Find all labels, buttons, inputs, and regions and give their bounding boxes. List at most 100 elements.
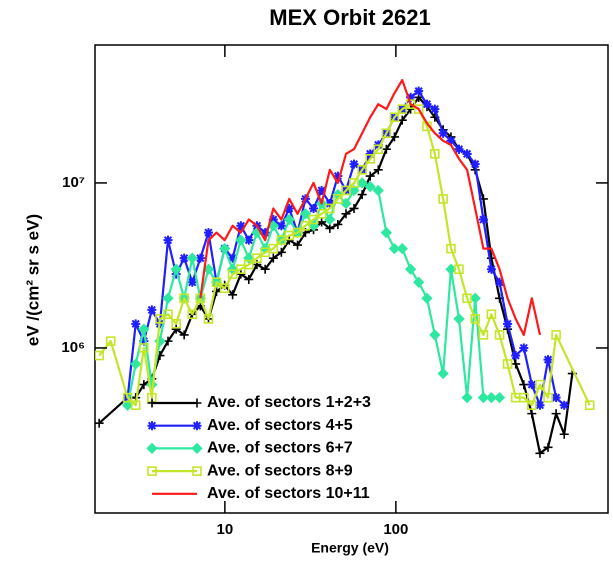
x-tick-label: 10 bbox=[217, 521, 234, 538]
point bbox=[260, 264, 270, 274]
point bbox=[170, 263, 182, 275]
point bbox=[147, 398, 157, 408]
point bbox=[470, 159, 480, 169]
point bbox=[179, 253, 189, 263]
point bbox=[446, 136, 456, 146]
point bbox=[292, 227, 303, 238]
point bbox=[333, 171, 343, 181]
point bbox=[139, 336, 149, 346]
point bbox=[349, 178, 359, 188]
legend-label: Ave. of sectors 1+2+3 bbox=[207, 394, 371, 411]
point bbox=[236, 269, 246, 279]
point bbox=[187, 309, 198, 320]
point bbox=[405, 99, 416, 109]
point bbox=[405, 263, 417, 275]
point bbox=[445, 263, 457, 275]
point bbox=[131, 319, 141, 329]
point bbox=[235, 234, 247, 246]
point bbox=[147, 305, 157, 315]
point bbox=[219, 242, 231, 255]
point bbox=[147, 466, 157, 476]
point bbox=[260, 228, 270, 238]
point bbox=[325, 223, 335, 233]
point bbox=[551, 330, 561, 340]
point bbox=[485, 392, 498, 404]
point bbox=[438, 194, 448, 204]
point bbox=[187, 277, 197, 287]
point bbox=[219, 283, 230, 294]
point bbox=[389, 132, 399, 142]
series-line bbox=[126, 90, 565, 407]
point bbox=[340, 197, 352, 210]
point bbox=[227, 269, 238, 279]
point bbox=[122, 392, 133, 403]
point bbox=[163, 235, 173, 245]
point bbox=[519, 343, 529, 353]
point bbox=[519, 392, 529, 403]
point bbox=[309, 203, 319, 213]
point bbox=[421, 292, 433, 304]
point bbox=[502, 359, 513, 369]
chart-title: MEX Orbit 2621 bbox=[269, 5, 430, 30]
legend-label: Ave. of sectors 4+5 bbox=[207, 417, 353, 434]
point bbox=[494, 330, 505, 340]
point bbox=[283, 213, 295, 226]
point bbox=[381, 128, 392, 139]
point bbox=[380, 226, 393, 239]
point bbox=[477, 392, 490, 404]
plot-area bbox=[95, 78, 595, 458]
point bbox=[413, 104, 424, 114]
y-axis-label: eV /(cm² sr s eV) bbox=[23, 214, 42, 346]
point bbox=[365, 154, 376, 164]
y-tick-label: 10⁷ bbox=[62, 174, 85, 191]
point bbox=[406, 104, 416, 114]
legend-label: Ave. of sectors 8+9 bbox=[207, 462, 353, 479]
point bbox=[364, 180, 376, 193]
y-tick-label: 10⁶ bbox=[61, 339, 85, 356]
point bbox=[186, 252, 198, 264]
point bbox=[462, 149, 472, 159]
legend: Ave. of sectors 1+2+3 Ave. of sectors 4+5… bbox=[146, 394, 371, 502]
point bbox=[130, 400, 141, 410]
point bbox=[308, 214, 319, 225]
point bbox=[191, 442, 203, 455]
point bbox=[462, 293, 472, 304]
point bbox=[397, 104, 408, 114]
point bbox=[478, 215, 488, 225]
point bbox=[228, 253, 238, 263]
point bbox=[478, 330, 489, 340]
point bbox=[486, 264, 496, 274]
point bbox=[397, 115, 407, 125]
point bbox=[171, 319, 181, 329]
point bbox=[454, 264, 464, 275]
point bbox=[268, 243, 279, 254]
point bbox=[324, 213, 336, 226]
plot-frame bbox=[94, 44, 609, 514]
point bbox=[171, 324, 181, 334]
legend-label: Ave. of sectors 10+11 bbox=[207, 485, 370, 502]
point bbox=[284, 203, 294, 213]
point bbox=[130, 358, 142, 370]
x-tick-label: 100 bbox=[383, 521, 408, 538]
point bbox=[503, 319, 513, 329]
point bbox=[535, 448, 545, 458]
point bbox=[543, 442, 553, 452]
point bbox=[147, 421, 157, 431]
point bbox=[341, 209, 351, 219]
point bbox=[388, 242, 401, 255]
point bbox=[276, 221, 286, 231]
point bbox=[203, 314, 214, 324]
point bbox=[461, 392, 473, 404]
point bbox=[333, 219, 343, 229]
point bbox=[551, 409, 561, 419]
point bbox=[584, 400, 595, 410]
point bbox=[121, 399, 134, 411]
point bbox=[559, 429, 569, 439]
point bbox=[430, 104, 440, 114]
point bbox=[381, 144, 391, 154]
point bbox=[519, 380, 529, 390]
point bbox=[179, 330, 189, 340]
point bbox=[454, 144, 464, 154]
point bbox=[422, 99, 432, 109]
